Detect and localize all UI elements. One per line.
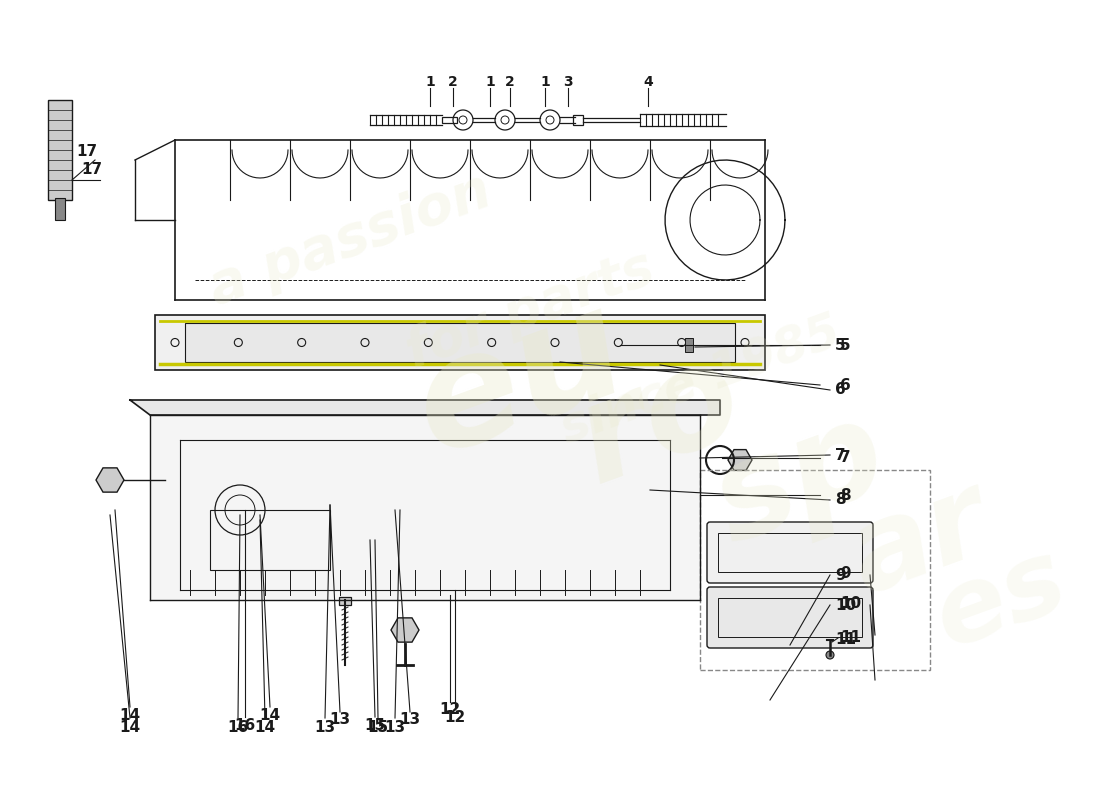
Text: 8: 8 xyxy=(840,487,850,502)
Text: 13: 13 xyxy=(399,713,420,727)
Polygon shape xyxy=(728,450,752,470)
Text: 14: 14 xyxy=(120,719,141,734)
Bar xyxy=(573,115,583,125)
Text: 10: 10 xyxy=(840,595,861,610)
Text: 11: 11 xyxy=(840,630,861,646)
Text: 14: 14 xyxy=(260,707,280,722)
Polygon shape xyxy=(390,618,419,642)
Text: 2: 2 xyxy=(448,75,458,89)
Circle shape xyxy=(613,406,616,409)
Text: 7: 7 xyxy=(835,447,846,462)
Text: 7: 7 xyxy=(840,450,850,466)
Bar xyxy=(685,338,693,352)
FancyBboxPatch shape xyxy=(707,522,873,583)
Text: 10: 10 xyxy=(835,598,856,613)
Text: 6: 6 xyxy=(840,378,850,393)
Text: 5: 5 xyxy=(840,338,850,353)
Bar xyxy=(700,470,930,670)
Polygon shape xyxy=(130,400,720,415)
Text: 16: 16 xyxy=(234,718,255,733)
Text: 11: 11 xyxy=(835,633,856,647)
Text: 1: 1 xyxy=(540,75,550,89)
FancyBboxPatch shape xyxy=(707,587,873,648)
Text: sp: sp xyxy=(697,390,903,570)
Text: 6: 6 xyxy=(835,382,846,398)
Text: 17: 17 xyxy=(76,145,98,159)
Text: 13: 13 xyxy=(315,719,336,734)
Text: 16: 16 xyxy=(228,719,249,734)
Text: 8: 8 xyxy=(835,493,846,507)
Text: 5: 5 xyxy=(835,338,846,353)
Bar xyxy=(442,117,456,123)
Bar xyxy=(155,315,764,370)
Text: 15: 15 xyxy=(367,719,388,734)
Text: 4: 4 xyxy=(644,75,653,89)
Text: ar: ar xyxy=(836,462,1004,618)
Circle shape xyxy=(826,651,834,659)
Text: for parts: for parts xyxy=(399,241,661,379)
Text: ro: ro xyxy=(560,329,760,511)
Circle shape xyxy=(689,406,692,409)
Bar xyxy=(48,100,72,200)
Text: 14: 14 xyxy=(120,707,141,722)
Bar xyxy=(339,597,351,605)
Polygon shape xyxy=(150,415,700,600)
Text: 13: 13 xyxy=(329,713,351,727)
Text: 13: 13 xyxy=(384,719,406,734)
Text: since 1985: since 1985 xyxy=(553,307,847,453)
Text: 1: 1 xyxy=(485,75,495,89)
Bar xyxy=(718,533,862,572)
Bar xyxy=(185,323,735,362)
Circle shape xyxy=(461,406,464,409)
Text: 3: 3 xyxy=(563,75,573,89)
Text: 9: 9 xyxy=(840,566,850,581)
Text: a passion: a passion xyxy=(201,164,498,316)
Polygon shape xyxy=(96,468,124,492)
Bar xyxy=(55,198,65,220)
Circle shape xyxy=(158,406,162,409)
Bar xyxy=(210,510,330,570)
Text: 2: 2 xyxy=(505,75,515,89)
Circle shape xyxy=(310,406,312,409)
Circle shape xyxy=(537,406,540,409)
Bar xyxy=(718,598,862,637)
Text: es: es xyxy=(921,530,1079,670)
Text: 9: 9 xyxy=(835,567,846,582)
Circle shape xyxy=(234,406,238,409)
Text: 15: 15 xyxy=(364,718,386,733)
Text: 1: 1 xyxy=(425,75,435,89)
Text: 14: 14 xyxy=(254,719,276,734)
Circle shape xyxy=(386,406,388,409)
Text: 17: 17 xyxy=(81,162,102,178)
Text: eu: eu xyxy=(395,274,646,486)
Text: 12: 12 xyxy=(439,702,461,718)
Text: 12: 12 xyxy=(444,710,465,726)
